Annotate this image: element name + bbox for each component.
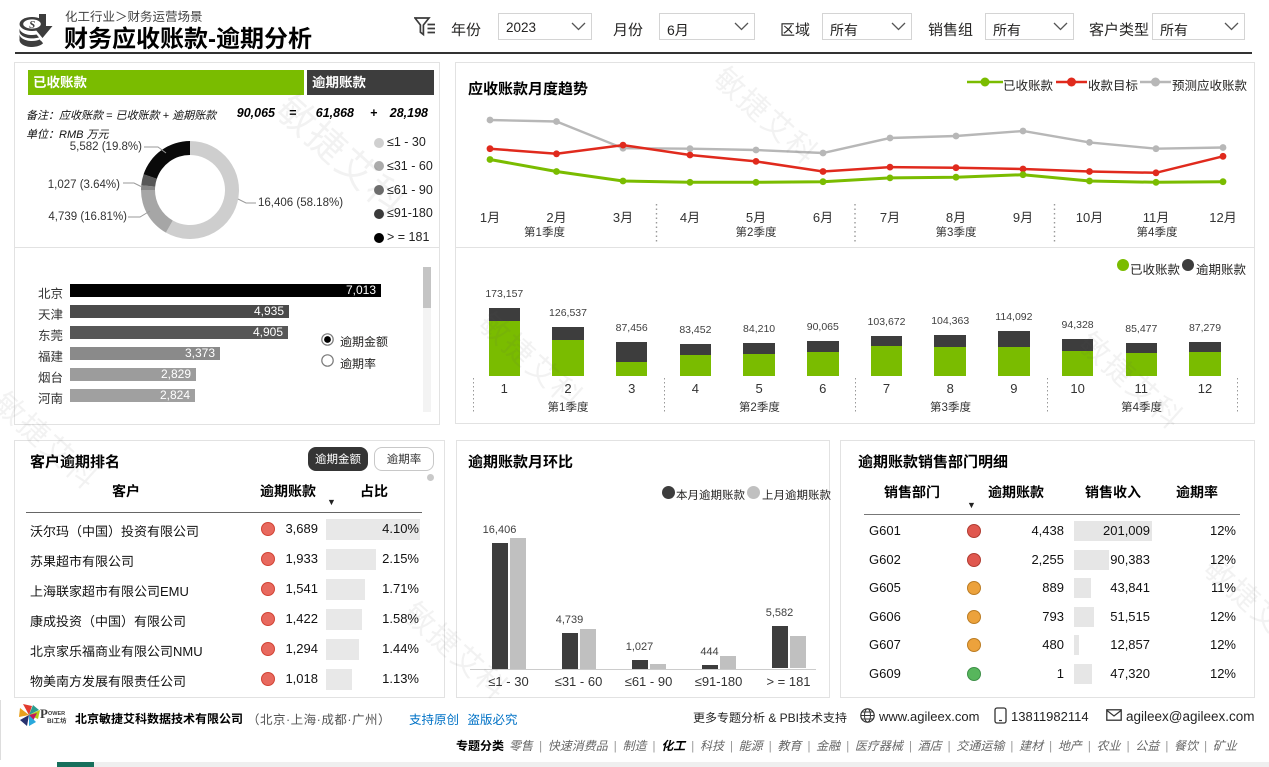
svg-text:BI工坊: BI工坊 [47,717,67,725]
svg-text:S: S [29,19,35,31]
svg-text:P: P [40,706,48,721]
svg-text:OWER: OWER [48,711,65,717]
